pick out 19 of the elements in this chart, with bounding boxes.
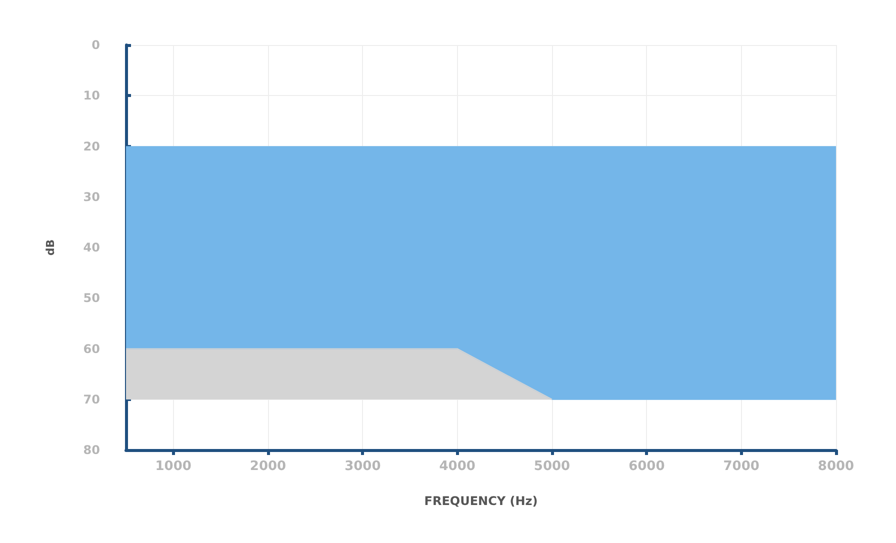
y-tick-label: 60 xyxy=(83,342,100,356)
y-tick-label: 70 xyxy=(83,392,100,406)
x-tick-label: 5000 xyxy=(534,459,570,474)
y-tick-label: 50 xyxy=(83,291,100,306)
y-tick-label: 20 xyxy=(83,139,100,154)
y-tick-label: 30 xyxy=(83,190,100,204)
x-tick-label: 3000 xyxy=(344,459,381,474)
x-axis-title: FREQUENCY (Hz) xyxy=(424,494,538,508)
y-tick-label: 0 xyxy=(92,38,100,52)
x-tick-label: 4000 xyxy=(439,459,476,474)
x-tick-label: 6000 xyxy=(628,459,665,474)
x-tick-label: 1000 xyxy=(155,459,192,474)
x-tick-label: 7000 xyxy=(723,459,760,474)
x-tick-label: 8000 xyxy=(818,459,854,474)
x-tick-label: 2000 xyxy=(250,459,286,474)
y-axis-title: dB xyxy=(44,239,57,256)
y-tick-label: 40 xyxy=(83,240,100,254)
y-tick-label: 80 xyxy=(83,443,100,457)
y-tick-label: 10 xyxy=(83,88,100,103)
